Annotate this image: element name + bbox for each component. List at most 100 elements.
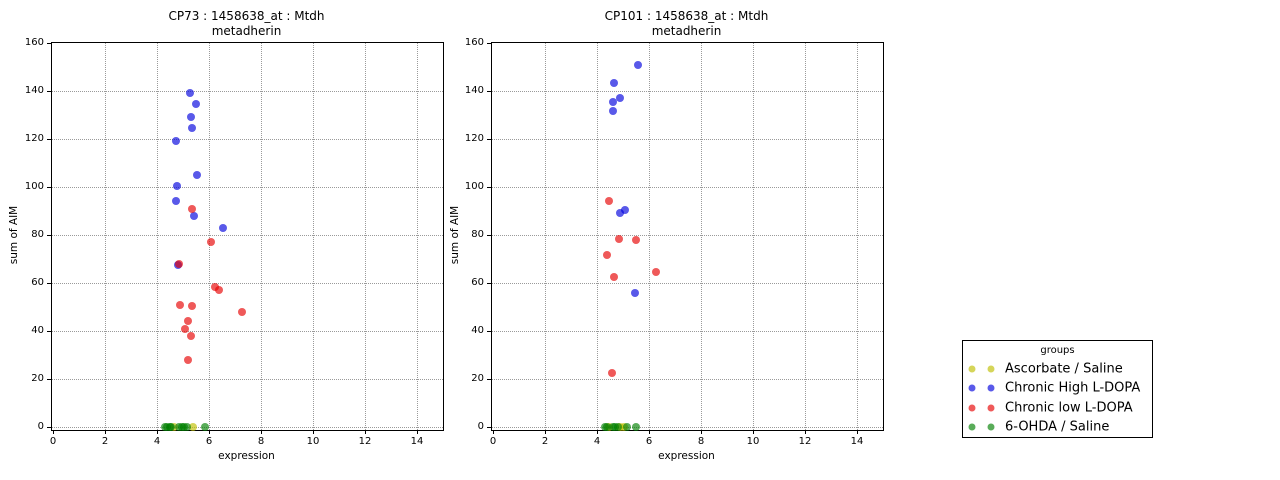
y-tick-label: 40	[471, 325, 484, 336]
data-point-blue	[171, 197, 180, 206]
data-point-red	[607, 369, 616, 377]
data-point-blue	[608, 97, 617, 106]
x-axis-label-cp101: expression	[658, 450, 715, 462]
y-tick-mark	[47, 91, 51, 92]
x-tick-mark	[753, 430, 754, 434]
plot-title-cp101: CP101 : 1458638_at : Mtdh metadherin	[491, 9, 882, 39]
data-point-red	[238, 307, 247, 316]
gridline-horizontal	[492, 331, 883, 332]
x-tick-mark	[105, 430, 106, 434]
legend-box: groups Ascorbate / Saline Chronic High L-…	[962, 340, 1153, 438]
x-tick-mark	[261, 430, 262, 434]
gridline-horizontal	[52, 139, 443, 140]
gridline-horizontal	[52, 283, 443, 284]
x-tick-label: 0	[49, 436, 57, 447]
plot-title-cp73: CP73 : 1458638_at : Mtdh metadherin	[51, 9, 442, 39]
y-tick-label: 80	[31, 229, 44, 240]
x-tick-label: 14	[410, 436, 424, 447]
gridline-vertical	[805, 43, 806, 430]
data-point-blue	[633, 60, 642, 69]
data-point-blue	[616, 209, 625, 218]
y-tick-label: 20	[471, 373, 484, 384]
gridline-vertical	[701, 43, 702, 430]
y-tick-label: 80	[471, 229, 484, 240]
gridline-horizontal	[492, 427, 883, 428]
data-point-red	[183, 317, 192, 326]
x-tick-label: 0	[489, 436, 497, 447]
y-tick-label: 60	[31, 277, 44, 288]
data-point-red	[210, 282, 219, 291]
data-point-blue	[192, 171, 201, 179]
gridline-vertical	[105, 43, 106, 430]
legend-entry-label: Chronic low L-DOPA	[1005, 400, 1133, 415]
y-tick-label: 160	[24, 37, 44, 48]
x-tick-mark	[493, 430, 494, 434]
data-point-blue	[609, 78, 618, 87]
x-tick-label: 12	[358, 436, 372, 447]
legend-marker-icon	[968, 365, 976, 372]
y-tick-mark	[487, 331, 491, 332]
gridline-horizontal	[52, 427, 443, 428]
x-tick-mark	[857, 430, 858, 434]
legend-title: groups	[1040, 345, 1075, 356]
legend-marker-icon	[987, 365, 995, 372]
gridline-vertical	[649, 43, 650, 430]
data-point-green	[622, 423, 631, 431]
data-point-red	[187, 301, 196, 310]
data-point-blue	[173, 181, 182, 190]
legend-entry-label: Chronic High L-DOPA	[1005, 380, 1141, 396]
y-tick-mark	[487, 283, 491, 284]
data-point-red	[187, 204, 196, 213]
x-tick-label: 4	[153, 436, 161, 447]
x-tick-mark	[209, 430, 210, 434]
x-tick-mark	[53, 430, 54, 434]
y-tick-mark	[487, 139, 491, 140]
gridline-vertical	[857, 43, 858, 430]
data-point-blue	[171, 137, 180, 146]
plot-subtitle: metadherin	[211, 24, 282, 38]
legend-entry: Chronic low L-DOPA	[963, 398, 1152, 417]
y-tick-label: 40	[31, 325, 44, 336]
legend-marker-icon	[968, 423, 976, 431]
x-tick-label: 8	[697, 436, 705, 447]
y-tick-label: 60	[471, 277, 484, 288]
y-tick-mark	[47, 427, 51, 428]
y-tick-mark	[487, 379, 491, 380]
data-point-green	[603, 423, 612, 431]
y-tick-mark	[47, 235, 51, 236]
data-point-yellow	[188, 423, 197, 431]
legend-marker-icon	[987, 384, 995, 392]
x-tick-mark	[365, 430, 366, 434]
y-tick-mark	[47, 139, 51, 140]
y-tick-label: 120	[24, 133, 44, 144]
x-tick-label: 6	[205, 436, 213, 447]
y-tick-label: 160	[464, 37, 484, 48]
y-tick-label: 0	[477, 421, 484, 432]
x-tick-mark	[701, 430, 702, 434]
gridline-vertical	[313, 43, 314, 430]
data-point-red	[615, 234, 624, 243]
plot-title-line1: CP73 : 1458638_at : Mtdh	[168, 9, 325, 23]
data-point-green	[182, 423, 191, 431]
data-point-green	[167, 423, 176, 431]
data-point-red	[604, 197, 613, 206]
x-tick-label: 10	[306, 436, 320, 447]
y-tick-mark	[47, 331, 51, 332]
y-tick-label: 140	[464, 85, 484, 96]
gridline-vertical	[597, 43, 598, 430]
data-point-red	[610, 273, 619, 281]
gridline-horizontal	[492, 91, 883, 92]
gridline-horizontal	[52, 379, 443, 380]
data-point-red	[651, 268, 660, 277]
axes-cp101: 0 2 4 6 8 10 12 14 0 20 40 60 80 100 120 140 160	[465, 37, 884, 447]
data-point-blue	[187, 113, 196, 122]
y-tick-label: 20	[31, 373, 44, 384]
data-point-blue	[608, 107, 617, 116]
data-point-red	[175, 259, 184, 268]
x-tick-mark	[545, 430, 546, 434]
data-point-blue	[630, 288, 639, 297]
y-tick-mark	[487, 235, 491, 236]
data-point-green	[201, 423, 210, 431]
gridline-horizontal	[52, 235, 443, 236]
data-point-blue	[219, 223, 228, 232]
